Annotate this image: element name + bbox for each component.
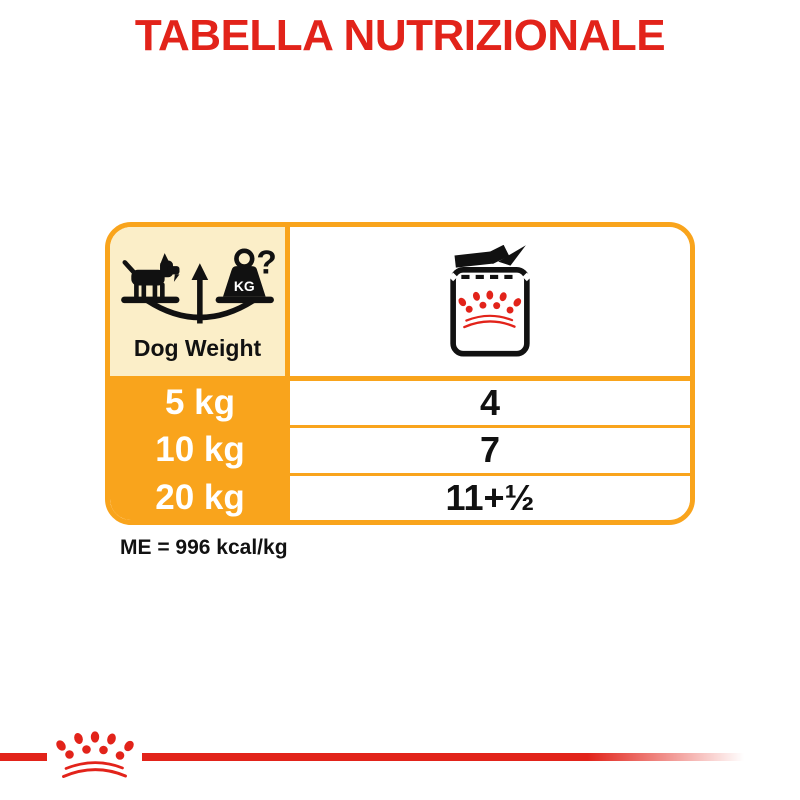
pouch-quantity-column: 4 7 11+½ bbox=[290, 381, 690, 520]
pouch-flap bbox=[454, 245, 526, 268]
pouch-quantity-row3: 11+½ bbox=[290, 475, 690, 520]
table-header-dog-weight-cell: KG ? Dog Weight bbox=[110, 227, 290, 376]
wet-food-pouch-icon bbox=[448, 245, 532, 357]
page-title: TABELLA NUTRIZIONALE bbox=[134, 11, 666, 60]
kg-weight-icon: KG bbox=[222, 247, 266, 297]
dog-weight-scale-icon: KG ? bbox=[120, 244, 276, 324]
question-mark-icon: ? bbox=[256, 244, 276, 281]
dog-weight-label: Dog Weight bbox=[133, 334, 262, 361]
footer-red-band-left bbox=[0, 753, 47, 761]
pouch-quantity-row1: 4 bbox=[290, 381, 690, 429]
weight-column-background bbox=[110, 376, 290, 520]
balance-arc bbox=[145, 297, 255, 320]
metabolizable-energy-footnote: ME = 996 kcal/kg bbox=[120, 536, 288, 559]
weight-label-row2: 10 kg bbox=[155, 430, 245, 470]
feeding-table: KG ? Dog Weight bbox=[105, 222, 695, 525]
kg-label: KG bbox=[233, 278, 254, 294]
pouch-body bbox=[450, 266, 530, 357]
weight-labels-column: 5 kg 10 kg 20 kg bbox=[110, 381, 290, 520]
table-header-pouch-cell bbox=[290, 227, 690, 381]
right-platform-bar bbox=[215, 296, 274, 303]
footer-red-band-right bbox=[142, 753, 744, 761]
royal-canin-crown-logo bbox=[56, 731, 134, 778]
pouch-quantity-row2: 7 bbox=[290, 428, 690, 476]
weight-label-row1: 5 kg bbox=[164, 383, 236, 423]
weight-label-row3: 20 kg bbox=[155, 477, 245, 517]
dog-silhouette-icon bbox=[122, 252, 179, 299]
